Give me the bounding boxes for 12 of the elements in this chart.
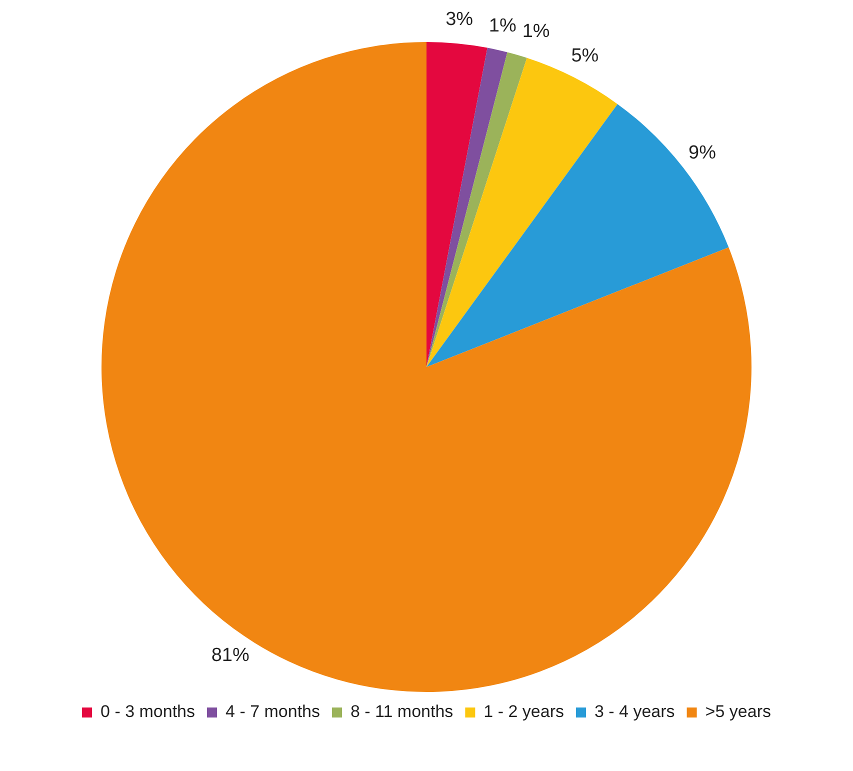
legend-label: 4 - 7 months <box>226 702 320 722</box>
legend-label: 1 - 2 years <box>484 702 564 722</box>
data-label: 1% <box>488 16 516 37</box>
data-label: 81% <box>211 644 250 666</box>
legend-label: 0 - 3 months <box>100 702 196 722</box>
data-label: 9% <box>688 142 716 164</box>
data-label: 3% <box>446 8 474 30</box>
data-label: 5% <box>571 45 599 66</box>
legend-label: >5 years <box>705 702 771 722</box>
data-label: 1% <box>522 21 550 42</box>
legend-label: 8 - 11 months <box>350 702 454 722</box>
legend-label: 3 - 4 years <box>594 702 675 722</box>
